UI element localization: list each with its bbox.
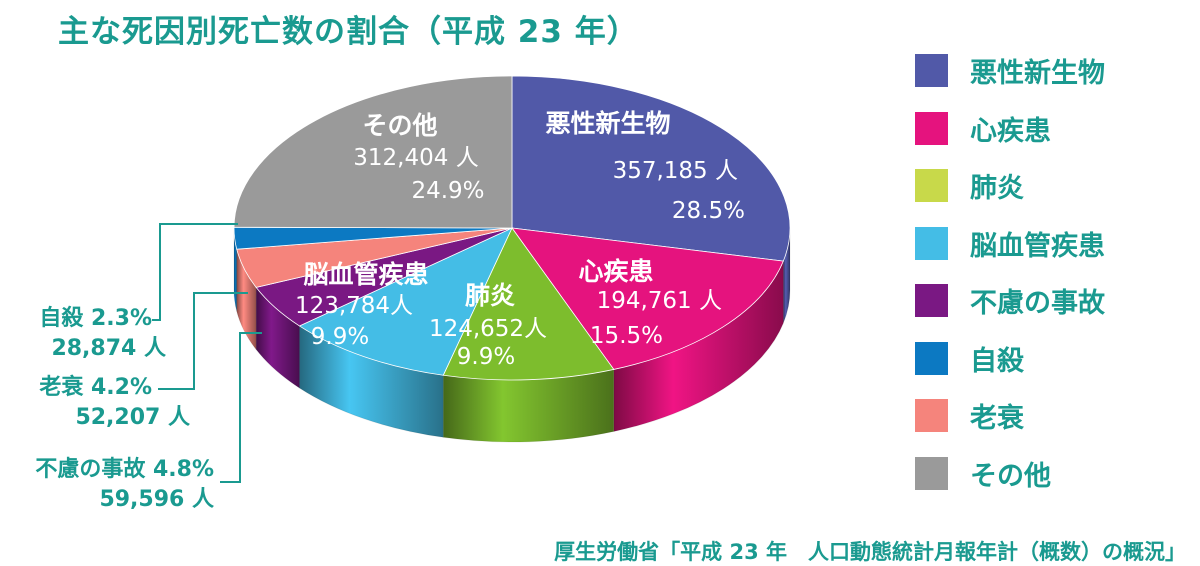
legend-label: その他 (970, 460, 1051, 492)
legend-item-4: 不慮の事故 (915, 272, 1190, 330)
pie-slice-1 (511, 227, 784, 370)
legend-swatch (915, 54, 948, 88)
legend-swatch (915, 456, 948, 490)
legend-item-7: その他 (915, 445, 1190, 503)
callout-accident: 不慮の事故 4.8% 59,596 人 (0, 455, 214, 515)
callout-senility-line1: 老衰 4.2% (39, 375, 152, 400)
legend-item-5: 自殺 (915, 330, 1190, 388)
callout-suicide-line1: 自殺 2.3% (39, 306, 152, 331)
slice-name-7: その他 (362, 111, 437, 140)
pie-slice-2 (442, 227, 615, 381)
callout-senility-line2: 52,207 人 (75, 405, 190, 430)
slice-name-0: 悪性新生物 (545, 109, 670, 138)
legend-item-3: 脳血管疾患 (915, 215, 1190, 273)
legend-swatch (915, 226, 948, 260)
slice-count-3: 123,784人 (295, 293, 413, 319)
legend-label: 不慮の事故 (970, 288, 1105, 320)
slice-count-2: 124,652人 (429, 316, 547, 342)
chart-title: 主な死因別死亡数の割合（平成 23 年） (58, 14, 639, 50)
legend-label: 脳血管疾患 (970, 230, 1105, 262)
pie-side-2 (442, 368, 615, 443)
legend-swatch (915, 169, 948, 203)
legend-label: 老衰 (970, 403, 1024, 435)
pie-slice-3 (298, 227, 513, 376)
slice-count-1: 194,761 人 (597, 288, 722, 314)
legend-item-6: 老衰 (915, 387, 1190, 445)
pie-slice-7 (233, 75, 513, 229)
slice-percent-0: 28.5% (672, 198, 745, 224)
callout-leader-1 (158, 292, 248, 390)
slice-name-3: 脳血管疾患 (303, 260, 428, 289)
slice-percent-7: 24.9% (411, 178, 484, 204)
pie-slice-0 (511, 75, 791, 262)
pie-tops (233, 75, 791, 381)
pie-sides (233, 227, 791, 443)
legend-item-0: 悪性新生物 (915, 42, 1190, 100)
callout-leaders (152, 223, 262, 483)
slice-count-0: 357,185 人 (613, 158, 738, 184)
legend-swatch (915, 284, 948, 318)
callout-suicide-line2: 28,874 人 (51, 336, 166, 361)
source-note: 厚生労働省「平成 23 年 人口動態統計月報年計（概数）の概況」 (554, 540, 1186, 564)
slice-percent-3: 9.9% (311, 324, 369, 350)
slice-count-7: 312,404 人 (353, 145, 478, 171)
callout-suicide: 自殺 2.3% 28,874 人 (0, 304, 166, 364)
callout-leader-2 (220, 332, 262, 483)
callout-accident-line1: 不慮の事故 4.8% (35, 457, 214, 482)
legend-item-1: 心疾患 (915, 100, 1190, 158)
legend-label: 悪性新生物 (970, 58, 1105, 90)
legend-label: 自殺 (970, 345, 1024, 377)
callout-accident-line2: 59,596 人 (99, 487, 214, 512)
slice-percent-1: 15.5% (590, 323, 663, 349)
legend: 悪性新生物 心疾患 肺炎 脳血管疾患 不慮の事故 自殺 老衰 その他 (915, 42, 1190, 502)
callout-leader-0 (152, 223, 238, 321)
slice-percent-2: 9.9% (457, 344, 515, 370)
legend-swatch (915, 399, 948, 433)
slice-name-2: 肺炎 (465, 281, 515, 310)
legend-label: 心疾患 (970, 115, 1051, 147)
legend-item-2: 肺炎 (915, 157, 1190, 215)
legend-label: 肺炎 (970, 173, 1024, 205)
legend-swatch (915, 111, 948, 145)
slice-name-1: 心疾患 (578, 257, 653, 286)
legend-swatch (915, 341, 948, 375)
callout-senility: 老衰 4.2% 52,207 人 (0, 373, 190, 433)
